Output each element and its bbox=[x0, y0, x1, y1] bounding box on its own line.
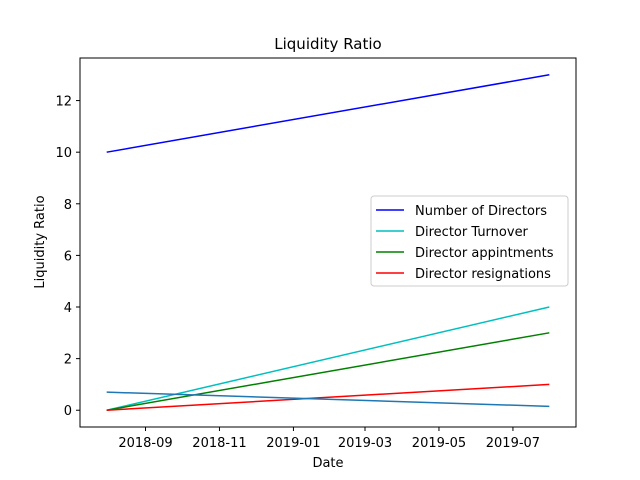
x-tick-label: 2018-11 bbox=[192, 436, 246, 451]
legend-label: Director Turnover bbox=[415, 225, 529, 240]
y-axis: 0 2 4 6 8 10 12 bbox=[55, 95, 80, 419]
series-line-1 bbox=[106, 74, 550, 153]
legend: Number of Directors Director Turnover Dire… bbox=[370, 195, 569, 287]
plot-frame bbox=[79, 57, 577, 428]
legend-label: Director appintments bbox=[415, 246, 554, 261]
series-line-4 bbox=[106, 383, 550, 411]
series-layer bbox=[106, 74, 550, 411]
y-tick-label: 8 bbox=[64, 198, 72, 213]
series-line-2 bbox=[106, 306, 550, 411]
y-axis-label: Liquidity Ratio bbox=[33, 195, 48, 288]
y-tick-label: 0 bbox=[64, 404, 72, 419]
x-axis: 2018-09 2018-11 2019-01 2019-03 2019-05 2019-… bbox=[118, 427, 540, 451]
series-line-3 bbox=[106, 332, 550, 411]
legend-label: Number of Directors bbox=[415, 204, 547, 219]
x-tick-label: 2019-05 bbox=[412, 436, 466, 451]
y-tick-label: 6 bbox=[64, 249, 72, 264]
x-tick-label: 2019-07 bbox=[486, 436, 540, 451]
x-axis-label: Date bbox=[312, 456, 343, 471]
legend-label: Director resignations bbox=[415, 267, 551, 282]
y-tick-label: 10 bbox=[55, 146, 72, 161]
y-tick-label: 12 bbox=[55, 95, 72, 110]
legend-box bbox=[370, 195, 569, 287]
y-tick-label: 2 bbox=[64, 353, 72, 368]
x-tick-label: 2019-03 bbox=[338, 436, 392, 451]
y-tick-label: 4 bbox=[64, 301, 72, 316]
x-tick-label: 2019-01 bbox=[266, 436, 320, 451]
chart-title: Liquidity Ratio bbox=[274, 35, 381, 53]
plot-area bbox=[79, 57, 577, 428]
x-tick-label: 2018-09 bbox=[118, 436, 172, 451]
series-line-5 bbox=[106, 391, 550, 408]
